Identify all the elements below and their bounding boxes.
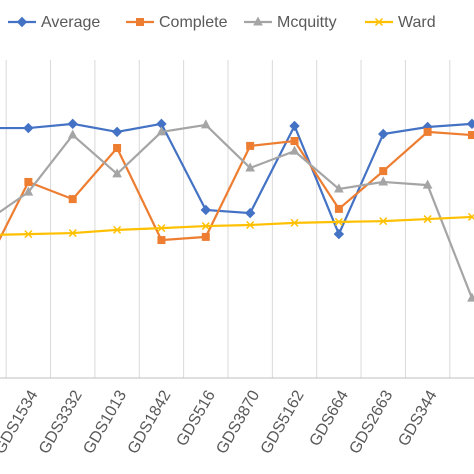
point	[466, 118, 474, 130]
series-line	[0, 215, 473, 236]
point	[112, 168, 122, 178]
point	[467, 131, 474, 140]
series	[0, 127, 474, 245]
point	[423, 215, 432, 224]
point	[157, 224, 166, 233]
x-tick-label: GDS3870	[213, 388, 263, 457]
point	[246, 220, 255, 230]
series	[0, 212, 474, 239]
point	[23, 186, 34, 196]
x-tick-label: GDS5162	[258, 388, 308, 457]
point	[378, 176, 389, 186]
x-tick-label: GDS1013	[80, 388, 130, 457]
legend-label: Mcquitty	[277, 14, 337, 31]
x-tick-label: GDS516	[174, 388, 219, 450]
x-tick-label: GDS1534	[0, 388, 42, 457]
point	[136, 18, 144, 26]
point	[290, 137, 299, 145]
point	[68, 229, 77, 238]
point	[289, 120, 300, 132]
point	[246, 141, 255, 150]
point	[111, 126, 123, 138]
point	[422, 179, 433, 189]
point	[334, 204, 343, 213]
point	[23, 122, 34, 134]
point	[245, 162, 255, 172]
point	[24, 230, 33, 239]
point	[467, 212, 474, 221]
point	[333, 228, 345, 240]
point	[201, 232, 210, 241]
point	[24, 177, 33, 186]
point	[244, 207, 256, 219]
point	[67, 129, 78, 139]
point	[253, 16, 263, 26]
legend-label: Ward	[398, 14, 436, 31]
point	[201, 222, 210, 231]
x-tick-label: GDS1842	[125, 388, 175, 457]
point	[378, 128, 389, 140]
point	[379, 217, 388, 226]
point	[334, 183, 344, 193]
legend-label: Complete	[159, 14, 228, 31]
point	[290, 218, 299, 227]
point	[113, 225, 122, 234]
series	[0, 119, 474, 302]
x-tick-label: GDS664	[307, 388, 352, 450]
point	[68, 195, 77, 204]
x-tick-label: GDS2663	[347, 388, 397, 457]
point	[67, 118, 78, 130]
x-tick-label: GDS3332	[36, 388, 86, 457]
series-line	[0, 123, 473, 299]
point	[157, 236, 166, 245]
point	[156, 126, 167, 136]
point	[379, 167, 388, 176]
point	[467, 292, 474, 302]
point	[423, 127, 432, 136]
series-line	[0, 122, 473, 237]
x-tick-label: GDS344	[395, 388, 440, 450]
legend-label: Average	[41, 14, 100, 31]
point	[374, 17, 384, 27]
point	[16, 16, 28, 28]
series-line	[0, 130, 473, 242]
point	[334, 217, 343, 226]
point	[289, 145, 300, 155]
point	[200, 204, 212, 216]
point	[200, 119, 211, 129]
point	[113, 144, 122, 152]
